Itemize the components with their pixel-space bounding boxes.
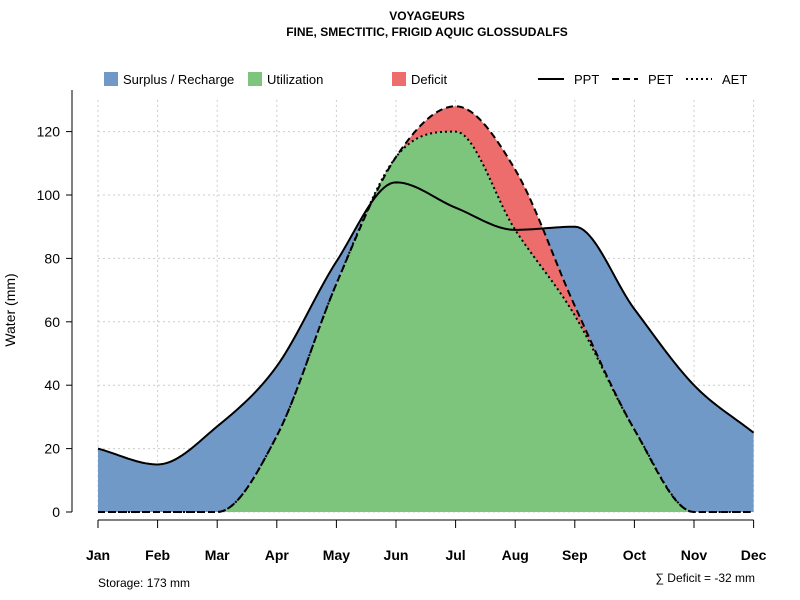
chart-subtitle: FINE, SMECTITIC, FRIGID AQUIC GLOSSUDALF… [286,25,568,39]
y-tick-label: 120 [37,124,61,140]
legend-label-surplus: Surplus / Recharge [123,72,234,87]
y-tick-label: 100 [37,187,61,203]
x-tick-label: Mar [205,547,230,563]
legend-swatch-surplus [104,72,118,86]
legend-label-utilization: Utilization [267,72,323,87]
x-tick-label: Jul [445,547,465,563]
x-tick-label: Apr [265,547,290,563]
y-tick-label: 20 [44,441,60,457]
x-tick-label: Oct [623,547,647,563]
chart-title: VOYAGEURS [389,9,465,23]
x-tick-label: Nov [681,547,708,563]
x-tick-label: Jun [384,547,409,563]
x-tick-label: May [323,547,350,563]
x-tick-label: Sep [562,547,588,563]
storage-label: Storage: 173 mm [98,576,190,590]
deficit-label: ∑ Deficit = -32 mm [655,571,755,585]
legend-label-deficit: Deficit [411,72,448,87]
x-tick-label: Dec [741,547,767,563]
y-tick-label: 60 [44,314,60,330]
legend-label-pet: PET [648,72,673,87]
areas [98,106,754,513]
legend: Surplus / Recharge Utilization Deficit P… [104,72,747,87]
y-tick-label: 80 [44,250,60,266]
series-line-aet [98,130,754,513]
legend-label-aet: AET [722,72,747,87]
legend-swatch-utilization [248,72,262,86]
series-lines [97,105,755,513]
legend-label-ppt: PPT [574,72,599,87]
y-tick-label: 0 [52,504,60,520]
x-tick-label: Aug [502,547,529,563]
x-tick-label: Feb [145,547,170,563]
legend-swatch-deficit [392,72,406,86]
y-tick-label: 40 [44,377,60,393]
aet-area [98,182,754,512]
y-axis-label: Water (mm) [2,273,18,346]
series-line-ppt [97,181,755,466]
x-tick-label: Jan [86,547,110,563]
axes: 0 20 40 60 80 100 120 Jan Feb Mar Apr May Jun Jul Aug S… [37,90,767,563]
